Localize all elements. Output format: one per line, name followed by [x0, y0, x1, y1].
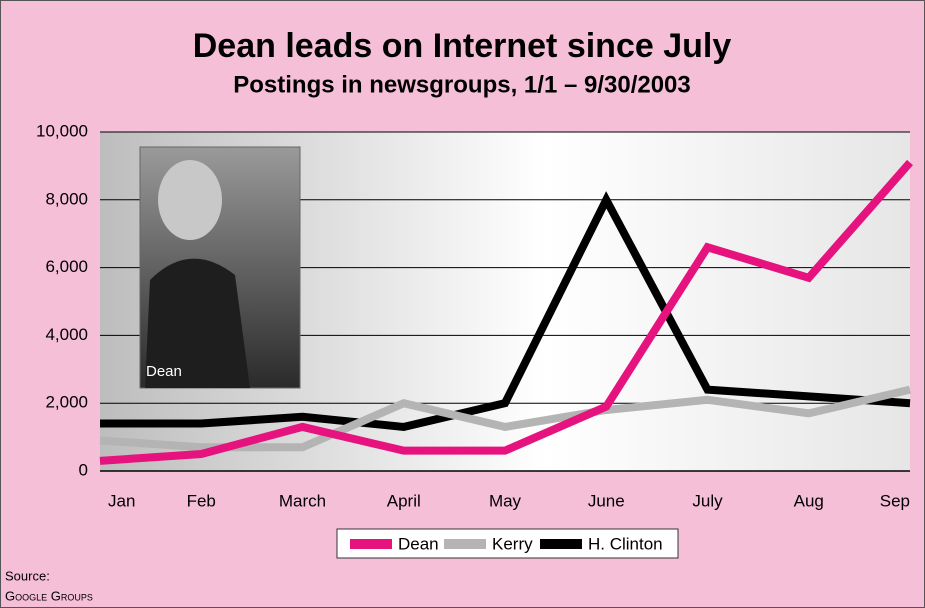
chart-title: Dean leads on Internet since July: [193, 27, 732, 65]
x-tick-label: Feb: [187, 491, 216, 510]
y-tick-label: 4,000: [45, 325, 88, 344]
source-label: Source:: [5, 568, 50, 583]
legend: Dean Kerry H. Clinton: [350, 534, 663, 553]
series-line: [100, 191, 911, 431]
x-tick-label: Sep: [880, 491, 910, 510]
x-tick-label: April: [387, 491, 421, 510]
photo-caption: Dean: [146, 363, 182, 380]
legend-swatch: [540, 539, 582, 549]
photo-body: [145, 258, 250, 388]
legend-label: Kerry: [492, 534, 533, 553]
x-tick-label: March: [279, 491, 326, 510]
y-tick-label: 8,000: [45, 189, 88, 208]
legend-box: [336, 528, 679, 559]
y-tick-label: 2,000: [45, 393, 88, 412]
x-tick-label: May: [489, 491, 522, 510]
y-tick-label: 10,000: [36, 121, 88, 140]
series-line: [99, 159, 914, 465]
y-tick-label: 0: [79, 460, 88, 479]
legend-label: Dean: [398, 534, 439, 553]
photo: Dean: [139, 146, 301, 389]
photo-face: [158, 160, 222, 240]
legend-label: H. Clinton: [588, 534, 663, 553]
x-tick-label: July: [692, 491, 723, 510]
chart-subtitle: Postings in newsgroups, 1/1 – 9/30/2003: [233, 71, 691, 98]
x-tick-label: June: [588, 491, 625, 510]
lines: [99, 159, 914, 465]
grid: 0 2,000 4,000 6,000 8,000 10,000 Jan Feb March Ap…: [36, 121, 910, 510]
x-tick-label: Jan: [108, 491, 135, 510]
y-tick-label: 6,000: [45, 257, 88, 276]
x-tick-label: Aug: [794, 491, 824, 510]
source: Google Groups: [5, 588, 93, 603]
legend-swatch: [350, 539, 392, 549]
legend-swatch: [444, 539, 486, 549]
